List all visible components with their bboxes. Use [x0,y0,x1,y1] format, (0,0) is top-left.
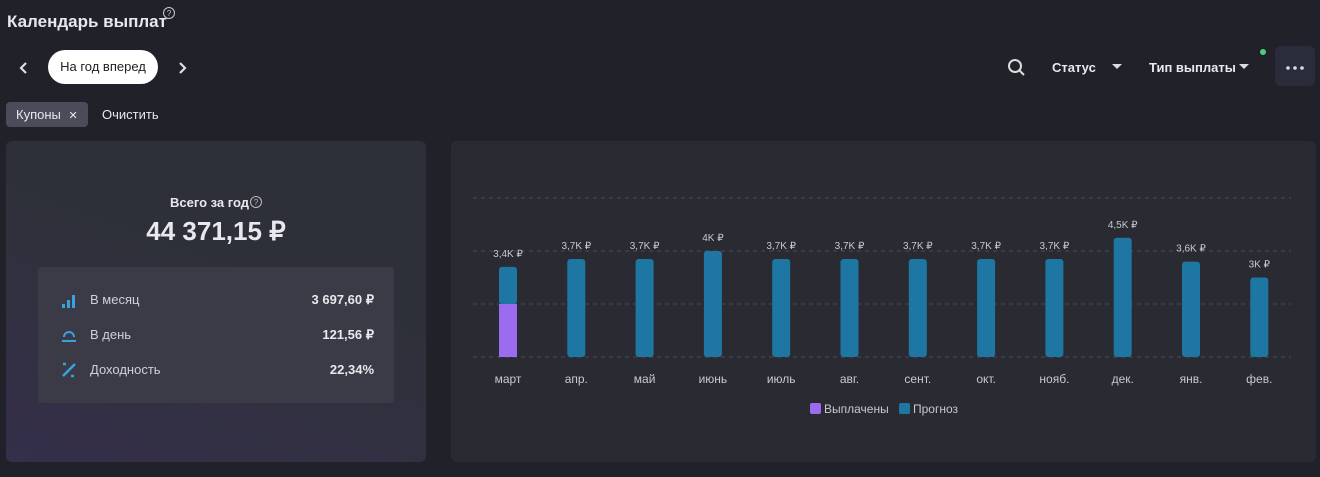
row-label: Доходность [90,362,161,377]
x-tick-label: окт. [976,372,996,386]
prev-button[interactable] [16,60,30,76]
bar-segment [977,258,996,357]
bar-total-label: 3K ₽ [1249,260,1271,271]
bar-segment [703,251,722,357]
bar-total-label: 3,6K ₽ [1176,244,1206,255]
dropdown-arrow [1112,64,1122,69]
row-label: В день [90,327,132,342]
x-tick-label: нояб. [1039,372,1069,386]
row-value: 22,34% [329,362,374,377]
x-tick-label: сент. [904,372,931,386]
svg-text:?: ? [254,198,259,207]
more-button[interactable] [1275,46,1315,86]
x-tick-label: июнь [699,372,728,386]
chip-label: Купоны [16,107,61,122]
bar-total-label: 3,4K ₽ [493,249,523,260]
period-button[interactable]: На год вперед [48,50,158,84]
legend-swatch [899,403,910,414]
bar-segment [1182,261,1200,357]
chart: 3,4K ₽ март 3,7K ₽ апр. 3,7K ₽ май 4K ₽ июнь 3,7… [473,197,1291,416]
bar-total-label: 3,7K ₽ [835,241,865,252]
bar-total-label: 3,7K ₽ [903,241,933,252]
row-icons [62,295,76,378]
bar-segment [1045,258,1064,357]
summary-details [38,267,394,403]
bar-total-label: 3,7K ₽ [561,241,591,252]
x-tick-label: янв. [1180,372,1203,386]
x-tick-label: фев. [1246,372,1272,386]
filter-chip[interactable]: Купоны ✕ [6,102,88,127]
bar-total-label: 4,5K ₽ [1108,220,1138,231]
legend-swatch [810,403,821,414]
x-tick-label: апр. [565,372,588,386]
bar-total-label: 3,7K ₽ [971,241,1001,252]
x-tick-label: май [634,372,656,386]
chart-card [451,141,1316,462]
row-value: 3 697,60 ₽ [311,292,375,307]
bar-segment [1113,237,1132,357]
bar-segment [840,258,859,357]
clear-button[interactable]: Очистить [102,107,159,122]
bar-segment [499,304,517,357]
x-tick-label: авг. [840,372,859,386]
bar-total-label: 3,7K ₽ [630,241,660,252]
help-icon[interactable]: ? [249,195,263,209]
bar-total-label: 3,7K ₽ [1040,241,1070,252]
help-icon[interactable]: ? [162,6,176,20]
summary-title: Всего за год [170,195,250,210]
x-tick-label: март [495,372,522,386]
bar-segment [499,266,517,304]
dropdown-arrow [1239,64,1249,69]
summary-total: 44 371,15 ₽ [146,216,286,246]
bar-segment [908,258,927,357]
bar-segment [1250,277,1269,357]
next-button[interactable] [176,60,190,76]
x-tick-label: дек. [1112,372,1134,386]
bar-segment [567,258,586,357]
bar-total-label: 4K ₽ [702,233,724,244]
search-icon[interactable] [1007,58,1027,78]
legend-label: Прогноз [913,402,959,416]
indicator-dot [1260,49,1266,55]
bar-total-label: 3,7K ₽ [766,241,796,252]
legend-label: Выплачены [824,402,889,416]
svg-text:?: ? [167,9,172,18]
status-filter[interactable]: Статус [1052,60,1096,75]
row-value: 121,56 ₽ [322,327,374,342]
bar-segment [635,258,654,357]
payment-type-filter[interactable]: Тип выплаты [1149,60,1236,75]
row-label: В месяц [90,292,140,307]
x-tick-label: июль [767,372,796,386]
bar-segment [772,258,791,357]
page-title: Календарь выплат [7,12,167,31]
